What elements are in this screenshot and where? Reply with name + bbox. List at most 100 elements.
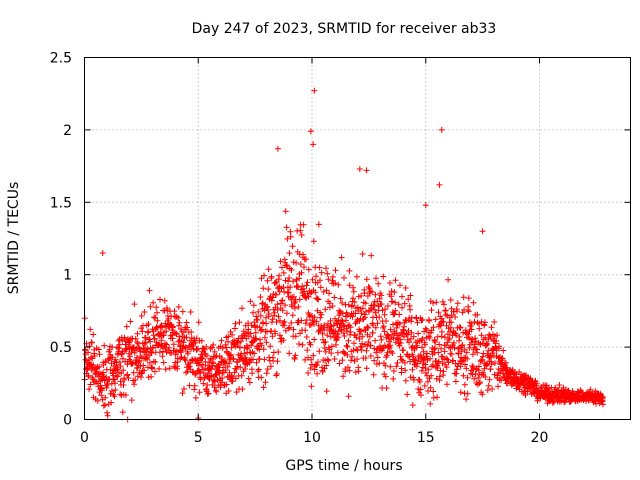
data-point xyxy=(252,329,259,336)
data-point xyxy=(459,342,466,348)
data-point xyxy=(379,307,386,314)
data-point xyxy=(422,370,429,376)
data-point xyxy=(163,328,170,335)
data-point xyxy=(424,378,431,385)
data-point xyxy=(124,371,131,378)
data-point xyxy=(392,277,399,284)
data-point xyxy=(139,328,146,335)
data-point xyxy=(302,327,309,334)
data-point xyxy=(462,361,468,368)
data-point xyxy=(102,394,109,401)
data-point xyxy=(331,356,338,362)
data-point xyxy=(474,311,481,318)
data-point xyxy=(162,366,169,373)
data-point xyxy=(170,323,177,330)
data-point xyxy=(479,228,486,235)
data-point xyxy=(352,369,359,376)
data-point xyxy=(274,358,281,365)
data-point xyxy=(430,394,437,401)
data-point xyxy=(122,392,129,399)
data-point xyxy=(345,364,351,371)
data-point xyxy=(328,350,335,357)
data-point xyxy=(203,343,210,350)
data-point xyxy=(419,316,426,323)
data-point xyxy=(417,352,424,359)
data-point xyxy=(134,373,141,380)
data-point xyxy=(150,344,156,351)
data-point xyxy=(401,359,408,366)
data-point xyxy=(422,341,428,348)
data-point xyxy=(414,319,421,326)
data-point xyxy=(323,265,329,272)
data-point xyxy=(378,301,385,308)
data-point xyxy=(101,342,108,349)
data-point xyxy=(281,288,288,295)
data-point xyxy=(322,348,329,355)
data-point xyxy=(176,342,183,349)
data-point xyxy=(186,382,193,389)
data-point xyxy=(276,272,283,279)
data-point xyxy=(145,321,152,328)
data-point xyxy=(479,391,486,398)
data-point xyxy=(399,304,406,311)
data-point xyxy=(341,274,347,281)
data-point xyxy=(325,276,332,283)
data-point xyxy=(464,355,471,362)
data-point xyxy=(440,319,447,325)
data-point xyxy=(417,386,424,393)
data-point xyxy=(419,335,426,342)
data-point xyxy=(425,366,432,373)
data-point xyxy=(335,334,342,341)
data-point xyxy=(107,366,114,373)
data-point xyxy=(450,357,456,364)
data-point xyxy=(475,363,482,370)
data-point xyxy=(442,307,449,314)
data-point xyxy=(388,293,395,300)
data-point xyxy=(149,365,156,372)
data-point xyxy=(316,264,323,271)
data-point xyxy=(460,372,467,379)
data-point xyxy=(255,308,262,315)
data-point xyxy=(441,348,448,355)
data-point xyxy=(125,375,132,382)
data-point xyxy=(376,295,383,302)
data-point xyxy=(150,299,157,306)
data-point xyxy=(307,290,314,297)
data-point xyxy=(329,303,336,309)
data-point xyxy=(296,296,303,303)
data-point xyxy=(265,311,272,317)
data-point xyxy=(241,350,248,357)
data-point xyxy=(469,351,476,358)
data-point xyxy=(131,381,138,388)
data-point xyxy=(132,335,139,342)
data-point xyxy=(599,394,606,401)
data-point xyxy=(175,315,182,321)
data-point xyxy=(87,381,94,388)
data-point xyxy=(258,326,265,333)
data-point xyxy=(383,318,389,324)
data-point xyxy=(332,315,338,322)
data-point xyxy=(120,382,127,388)
data-point xyxy=(378,336,385,343)
data-point xyxy=(372,324,379,331)
data-point xyxy=(317,314,324,321)
data-point xyxy=(445,276,452,283)
data-point xyxy=(290,326,297,333)
data-point xyxy=(242,366,248,372)
data-point xyxy=(335,281,342,288)
data-point xyxy=(296,341,302,347)
data-point xyxy=(94,397,101,404)
y-tick-label: 2 xyxy=(63,123,72,139)
data-point xyxy=(128,349,135,355)
data-point xyxy=(261,272,267,279)
data-point xyxy=(114,373,121,380)
data-point xyxy=(407,292,414,299)
data-point xyxy=(427,400,434,407)
data-point xyxy=(134,339,141,346)
data-point xyxy=(187,309,194,315)
data-point xyxy=(239,386,246,393)
data-point xyxy=(358,310,365,317)
data-point xyxy=(424,350,430,357)
data-point xyxy=(484,341,491,348)
data-point xyxy=(435,349,442,356)
